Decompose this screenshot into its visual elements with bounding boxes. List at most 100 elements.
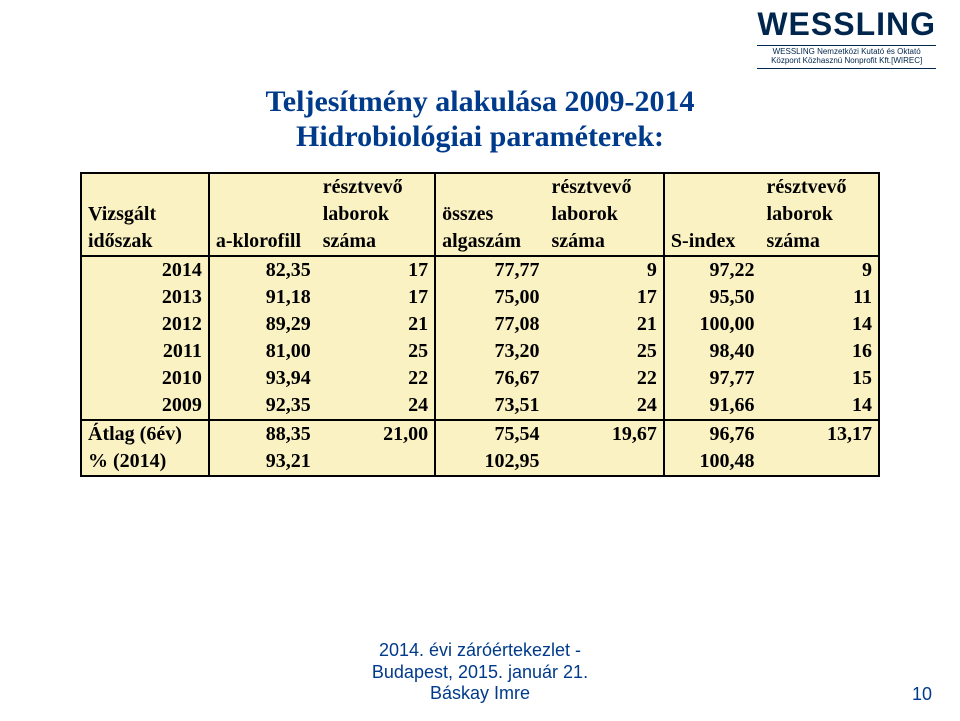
cell: 14 — [761, 392, 879, 420]
footer-line3: Báskay Imre — [0, 683, 960, 705]
cell: 81,00 — [209, 338, 317, 365]
cell: 89,29 — [209, 311, 317, 338]
header-cell — [209, 173, 317, 201]
data-table-wrap: résztvevő résztvevő résztvevő Vizsgált l… — [80, 172, 880, 477]
header-cell: laborok — [761, 201, 879, 228]
cell — [317, 448, 435, 476]
cell: 21 — [546, 311, 664, 338]
table-summary-row: Átlag (6év) 88,35 21,00 75,54 19,67 96,7… — [81, 420, 879, 448]
cell: 16 — [761, 338, 879, 365]
cell: 24 — [546, 392, 664, 420]
cell: 17 — [317, 284, 435, 311]
cell: 96,76 — [664, 420, 761, 448]
cell: 2011 — [81, 338, 209, 365]
table-row: 2009 92,35 24 73,51 24 91,66 14 — [81, 392, 879, 420]
header-cell — [209, 201, 317, 228]
cell: 11 — [761, 284, 879, 311]
page-number: 10 — [912, 684, 932, 705]
logo-text: WESSLING — [757, 6, 936, 43]
table-row: 2013 91,18 17 75,00 17 95,50 11 — [81, 284, 879, 311]
header-cell: a-klorofill — [209, 228, 317, 256]
table-header-row: időszak a-klorofill száma algaszám száma… — [81, 228, 879, 256]
footer-line1: 2014. évi záróértekezlet - — [0, 640, 960, 662]
table-row: 2010 93,94 22 76,67 22 97,77 15 — [81, 365, 879, 392]
header-cell — [664, 201, 761, 228]
cell: 75,54 — [435, 420, 545, 448]
data-table: résztvevő résztvevő résztvevő Vizsgált l… — [80, 172, 880, 477]
header-cell: száma — [761, 228, 879, 256]
table-row: 2011 81,00 25 73,20 25 98,40 16 — [81, 338, 879, 365]
cell: 97,77 — [664, 365, 761, 392]
cell: 76,67 — [435, 365, 545, 392]
logo-subtext: WESSLING Nemzetközi Kutató és Oktató Köz… — [757, 45, 936, 69]
cell: 100,00 — [664, 311, 761, 338]
title-line1: Teljesítmény alakulása 2009-2014 — [0, 85, 960, 120]
footer-line2: Budapest, 2015. január 21. — [0, 662, 960, 684]
cell: 91,18 — [209, 284, 317, 311]
cell: 88,35 — [209, 420, 317, 448]
cell: Átlag (6év) — [81, 420, 209, 448]
table-header-row: résztvevő résztvevő résztvevő — [81, 173, 879, 201]
cell: 2013 — [81, 284, 209, 311]
cell: 2014 — [81, 256, 209, 284]
header-cell — [664, 173, 761, 201]
cell — [546, 448, 664, 476]
cell: 77,08 — [435, 311, 545, 338]
header-cell: száma — [317, 228, 435, 256]
header-cell — [435, 173, 545, 201]
cell: 91,66 — [664, 392, 761, 420]
cell: 93,21 — [209, 448, 317, 476]
table-row: 2014 82,35 17 77,77 9 97,22 9 — [81, 256, 879, 284]
cell: 75,00 — [435, 284, 545, 311]
header-cell: száma — [546, 228, 664, 256]
cell: 17 — [546, 284, 664, 311]
cell: 92,35 — [209, 392, 317, 420]
cell: 93,94 — [209, 365, 317, 392]
cell: 102,95 — [435, 448, 545, 476]
cell: 73,51 — [435, 392, 545, 420]
cell: % (2014) — [81, 448, 209, 476]
cell: 19,67 — [546, 420, 664, 448]
header-cell: algaszám — [435, 228, 545, 256]
cell: 2012 — [81, 311, 209, 338]
cell: 2010 — [81, 365, 209, 392]
cell: 2009 — [81, 392, 209, 420]
cell: 82,35 — [209, 256, 317, 284]
cell: 9 — [546, 256, 664, 284]
header-cell: időszak — [81, 228, 209, 256]
slide: WESSLING WESSLING Nemzetközi Kutató és O… — [0, 0, 960, 721]
cell: 17 — [317, 256, 435, 284]
title-block: Teljesítmény alakulása 2009-2014 Hidrobi… — [0, 85, 960, 154]
header-cell: laborok — [546, 201, 664, 228]
title-line2: Hidrobiológiai paraméterek: — [0, 120, 960, 155]
cell: 95,50 — [664, 284, 761, 311]
cell: 14 — [761, 311, 879, 338]
header-cell: résztvevő — [317, 173, 435, 201]
header-cell: Vizsgált — [81, 201, 209, 228]
cell — [761, 448, 879, 476]
header-cell: összes — [435, 201, 545, 228]
table-header-row: Vizsgált laborok összes laborok laborok — [81, 201, 879, 228]
header-cell: résztvevő — [546, 173, 664, 201]
cell: 100,48 — [664, 448, 761, 476]
footer-block: 2014. évi záróértekezlet - Budapest, 201… — [0, 640, 960, 705]
cell: 22 — [546, 365, 664, 392]
table-row: 2012 89,29 21 77,08 21 100,00 14 — [81, 311, 879, 338]
cell: 15 — [761, 365, 879, 392]
cell: 73,20 — [435, 338, 545, 365]
logo-block: WESSLING WESSLING Nemzetközi Kutató és O… — [757, 6, 936, 69]
header-cell — [81, 173, 209, 201]
cell: 97,22 — [664, 256, 761, 284]
cell: 13,17 — [761, 420, 879, 448]
header-cell: laborok — [317, 201, 435, 228]
cell: 21 — [317, 311, 435, 338]
cell: 25 — [546, 338, 664, 365]
cell: 24 — [317, 392, 435, 420]
cell: 77,77 — [435, 256, 545, 284]
cell: 9 — [761, 256, 879, 284]
cell: 21,00 — [317, 420, 435, 448]
cell: 22 — [317, 365, 435, 392]
cell: 98,40 — [664, 338, 761, 365]
table-summary-row: % (2014) 93,21 102,95 100,48 — [81, 448, 879, 476]
cell: 25 — [317, 338, 435, 365]
